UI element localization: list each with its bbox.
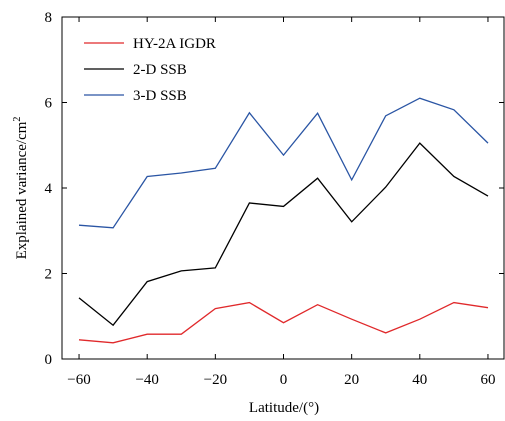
- x-tick-label: 60: [480, 372, 495, 388]
- y-tick-label: 6: [45, 96, 53, 112]
- series-line-3: [78, 97, 489, 229]
- series-line-2: [78, 142, 489, 327]
- x-tick-label: −40: [135, 372, 158, 388]
- x-tick-label: 20: [344, 372, 359, 388]
- legend-label-2: 2-D SSB: [133, 62, 187, 78]
- x-tick-label: −20: [204, 372, 227, 388]
- x-tick-label: −60: [67, 372, 90, 388]
- plot-area: [78, 97, 489, 344]
- legend-label-1: HY-2A IGDR: [133, 36, 216, 52]
- y-tick-label: 4: [45, 181, 53, 197]
- x-tick-label: 0: [280, 372, 288, 388]
- y-axis-title: Explained variance/cm2: [12, 117, 30, 260]
- y-tick-label: 0: [45, 352, 53, 368]
- x-axis-title: Latitude/(°): [249, 400, 319, 416]
- series-line-1: [78, 301, 489, 344]
- legend: HY-2A IGDR 2-D SSB 3-D SSB: [84, 36, 216, 104]
- y-tick-label: 8: [45, 10, 53, 26]
- y-tick-label: 2: [45, 267, 53, 283]
- y-axis-title-superscript: 2: [12, 117, 23, 122]
- x-tick-label: 40: [412, 372, 427, 388]
- legend-label-3: 3-D SSB: [133, 88, 187, 104]
- y-axis-title-text: Explained variance/cm: [14, 121, 30, 259]
- plot-frame: [61, 16, 505, 360]
- axes: −60 −40 −20 0 20 40 60 0 2 4 6 8: [45, 10, 505, 388]
